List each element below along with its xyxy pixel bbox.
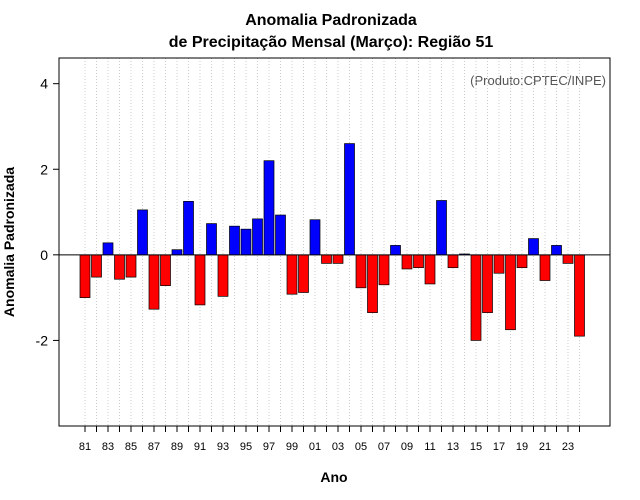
bar-2006 bbox=[367, 254, 378, 313]
chart-title-line1: Anomalia Padronizada bbox=[245, 12, 417, 29]
x-tick-label: 99 bbox=[286, 441, 298, 453]
bar-1992 bbox=[206, 223, 217, 256]
x-tick-label: 81 bbox=[79, 441, 91, 453]
x-tick-label: 87 bbox=[148, 441, 160, 453]
bar-2022 bbox=[551, 245, 562, 256]
bar-2010 bbox=[413, 254, 424, 269]
bar-1995 bbox=[240, 228, 252, 256]
x-tick-label: 07 bbox=[378, 441, 390, 453]
bar-2015 bbox=[470, 254, 482, 341]
axes: 4 2 0 -2 81 83 85 87 89 91 93 95 97 99 01 03 05 07 09 11 13 1… bbox=[36, 57, 611, 453]
bar-1985 bbox=[125, 254, 137, 278]
chart-title-line2: de Precipitação Mensal (Março): Região 5… bbox=[169, 34, 494, 51]
bar-2005 bbox=[355, 254, 367, 289]
bar-1998 bbox=[275, 214, 286, 256]
x-tick-label: 83 bbox=[102, 441, 114, 453]
x-tick-label: 17 bbox=[493, 441, 505, 453]
bar-2009 bbox=[401, 254, 413, 270]
x-tick-label: 21 bbox=[539, 441, 551, 453]
bar-2000 bbox=[298, 254, 309, 293]
y-tick-label: -2 bbox=[36, 332, 49, 348]
bar-2001 bbox=[309, 219, 321, 256]
bar-1994 bbox=[229, 225, 240, 256]
bars bbox=[79, 143, 585, 341]
bar-2018 bbox=[505, 254, 516, 331]
bar-1984 bbox=[114, 254, 125, 280]
y-tick-label: 0 bbox=[40, 247, 48, 263]
bar-2017 bbox=[493, 254, 505, 274]
plot-frame bbox=[58, 57, 611, 427]
bar-1996 bbox=[252, 218, 263, 256]
x-tick-label: 03 bbox=[332, 441, 344, 453]
bar-2003 bbox=[332, 254, 344, 264]
bar-2016 bbox=[482, 254, 493, 313]
bar-2007 bbox=[378, 254, 390, 286]
bar-1990 bbox=[183, 200, 194, 256]
bar-1987 bbox=[148, 254, 160, 310]
x-tick-label: 01 bbox=[309, 441, 321, 453]
bar-2002 bbox=[321, 254, 332, 264]
x-tick-label: 19 bbox=[516, 441, 528, 453]
bar-2023 bbox=[562, 254, 574, 264]
gridlines bbox=[84, 58, 580, 426]
bar-1989 bbox=[171, 249, 183, 256]
x-tick-label: 93 bbox=[217, 441, 229, 453]
bar-1991 bbox=[194, 254, 206, 306]
bar-1982 bbox=[91, 254, 102, 278]
bar-2008 bbox=[390, 245, 401, 256]
bar-2013 bbox=[447, 254, 459, 269]
bar-2021 bbox=[539, 254, 551, 281]
x-tick-label: 05 bbox=[355, 441, 367, 453]
bar-2004 bbox=[344, 143, 355, 256]
x-tick-label: 09 bbox=[401, 441, 413, 453]
bar-1988 bbox=[160, 254, 171, 286]
x-tick-label: 89 bbox=[171, 441, 183, 453]
x-tick-label: 97 bbox=[263, 441, 275, 453]
y-tick-label: 4 bbox=[40, 76, 48, 92]
bar-2020 bbox=[528, 238, 539, 256]
bar-1986 bbox=[137, 209, 148, 256]
bar-2019 bbox=[516, 254, 528, 269]
bar-1999 bbox=[286, 254, 298, 295]
x-tick-label: 91 bbox=[194, 441, 206, 453]
bar-2011 bbox=[424, 254, 436, 285]
y-tick-label: 2 bbox=[40, 161, 48, 177]
bar-1983 bbox=[102, 242, 114, 256]
bar-1981 bbox=[79, 254, 91, 298]
bar-1997 bbox=[263, 160, 275, 256]
x-tick-label: 85 bbox=[125, 441, 137, 453]
x-tick-label: 23 bbox=[562, 441, 574, 453]
x-tick-label: 15 bbox=[470, 441, 482, 453]
source-credit: (Produto:CPTEC/INPE) bbox=[470, 73, 606, 88]
bar-2024 bbox=[574, 254, 585, 337]
bar-2012 bbox=[436, 200, 447, 256]
x-tick-label: 95 bbox=[240, 441, 252, 453]
y-axis-label: Anomalia Padronizada bbox=[1, 167, 17, 317]
x-tick-label: 13 bbox=[447, 441, 459, 453]
x-tick-label: 11 bbox=[424, 441, 435, 453]
x-axis-label: Ano bbox=[320, 469, 347, 485]
bar-1993 bbox=[217, 254, 229, 297]
